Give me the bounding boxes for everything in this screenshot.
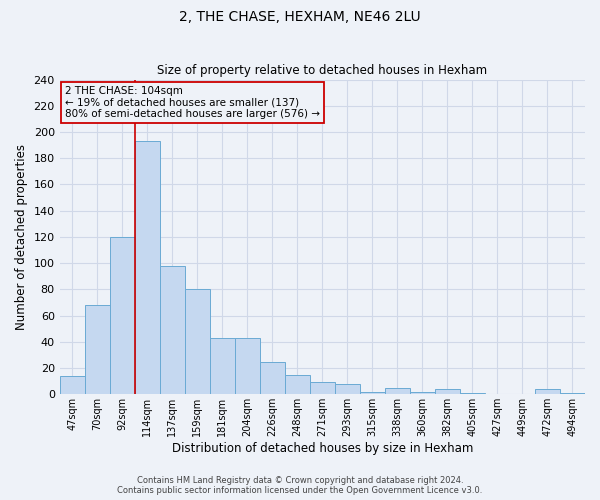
Bar [435,389,460,394]
Bar [460,393,485,394]
Bar [310,382,335,394]
Bar [160,266,185,394]
Bar [185,290,210,395]
Bar [210,338,235,394]
Bar [85,305,110,394]
Bar [535,389,560,394]
Bar [135,141,160,395]
Text: Contains HM Land Registry data © Crown copyright and database right 2024.
Contai: Contains HM Land Registry data © Crown c… [118,476,482,495]
Bar [360,392,385,394]
Bar [385,388,410,394]
Bar [260,362,285,394]
Bar [59,376,85,394]
Bar [410,392,435,394]
X-axis label: Distribution of detached houses by size in Hexham: Distribution of detached houses by size … [172,442,473,455]
Text: 2 THE CHASE: 104sqm
← 19% of detached houses are smaller (137)
80% of semi-detac: 2 THE CHASE: 104sqm ← 19% of detached ho… [65,86,320,119]
Bar [110,237,135,394]
Y-axis label: Number of detached properties: Number of detached properties [15,144,28,330]
Bar [560,393,585,394]
Bar [285,374,310,394]
Text: 2, THE CHASE, HEXHAM, NE46 2LU: 2, THE CHASE, HEXHAM, NE46 2LU [179,10,421,24]
Bar [335,384,360,394]
Title: Size of property relative to detached houses in Hexham: Size of property relative to detached ho… [157,64,487,77]
Bar [235,338,260,394]
